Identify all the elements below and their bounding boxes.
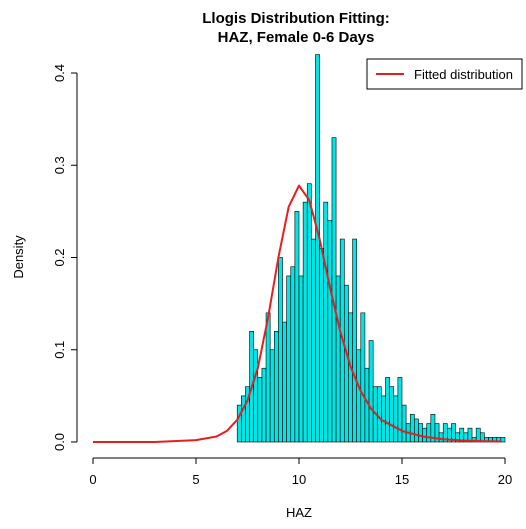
y-tick-label: 0.4 [52,64,67,82]
histogram-bar [360,312,366,443]
histogram-bar [294,211,300,443]
histogram-bar [331,137,337,443]
histogram-bar [315,54,320,443]
legend-label: Fitted distribution [414,67,513,82]
x-axis-label: HAZ [286,505,312,520]
histogram-bar [352,238,357,443]
histogram-bar [253,349,259,443]
fitted-distribution-curve [93,184,501,443]
histogram-bar [302,201,308,443]
histogram-bar [397,377,403,443]
chart-title-line-2: HAZ, Female 0-6 Days [218,29,375,46]
histogram-bar [376,386,382,443]
histogram-bar [241,395,246,443]
y-tick-label: 0.2 [52,248,67,266]
histogram-bar [286,275,292,443]
legend: Fitted distribution [366,58,523,90]
histogram-bar [393,395,399,443]
histogram-bar [385,377,390,443]
histogram-bar [290,266,296,443]
histogram-bar [306,183,312,443]
x-tick-label: 20 [498,472,512,487]
histogram-bar [311,238,316,443]
histogram-bar [414,418,419,443]
histogram-bar [426,423,432,443]
x-tick-label: 10 [292,472,306,487]
histogram-bar [298,275,304,443]
histogram-bar [422,427,428,443]
histogram-bar [273,330,279,443]
histogram-bar [236,404,242,443]
histogram-bar [381,395,386,443]
histogram-bar [327,220,333,443]
histogram-bar [348,312,353,443]
histogram-bar [401,404,407,443]
fitted-curve-layer [93,184,501,443]
x-tick-label: 5 [192,472,199,487]
histogram-bar [356,349,362,443]
axes: 0 5 10 15 20 0.0 0.1 0.2 0.3 0.4 [52,64,512,487]
histogram-bar [409,414,415,443]
x-tick-label: 0 [89,472,96,487]
histogram-bar [344,284,349,443]
y-tick-label: 0.1 [52,341,67,359]
x-tick-label: 15 [395,472,409,487]
histogram-bar [418,423,423,443]
histogram-bars [236,54,506,443]
histogram-bar [265,312,271,443]
histogram-bar [319,247,325,443]
y-axis-label: Density [11,235,26,279]
histogram-bar [269,349,275,443]
histogram-bar [467,427,473,443]
histogram-bar [278,257,283,443]
histogram-bar [475,427,481,443]
histogram-bar [335,275,341,443]
histogram-bar [500,437,506,443]
chart-title-line-1: Llogis Distribution Fitting: [202,10,389,27]
histogram-bar [389,386,395,443]
histogram-bar [323,201,329,443]
histogram-bar [438,432,444,443]
y-tick-label: 0.3 [52,156,67,174]
y-tick-label: 0.0 [52,433,67,451]
chart-title: Llogis Distribution Fitting: HAZ, Female… [202,10,389,46]
histogram-bar [368,340,374,443]
histogram-bar [261,367,267,443]
histogram-bar [282,321,287,443]
histogram-bar [257,377,263,443]
